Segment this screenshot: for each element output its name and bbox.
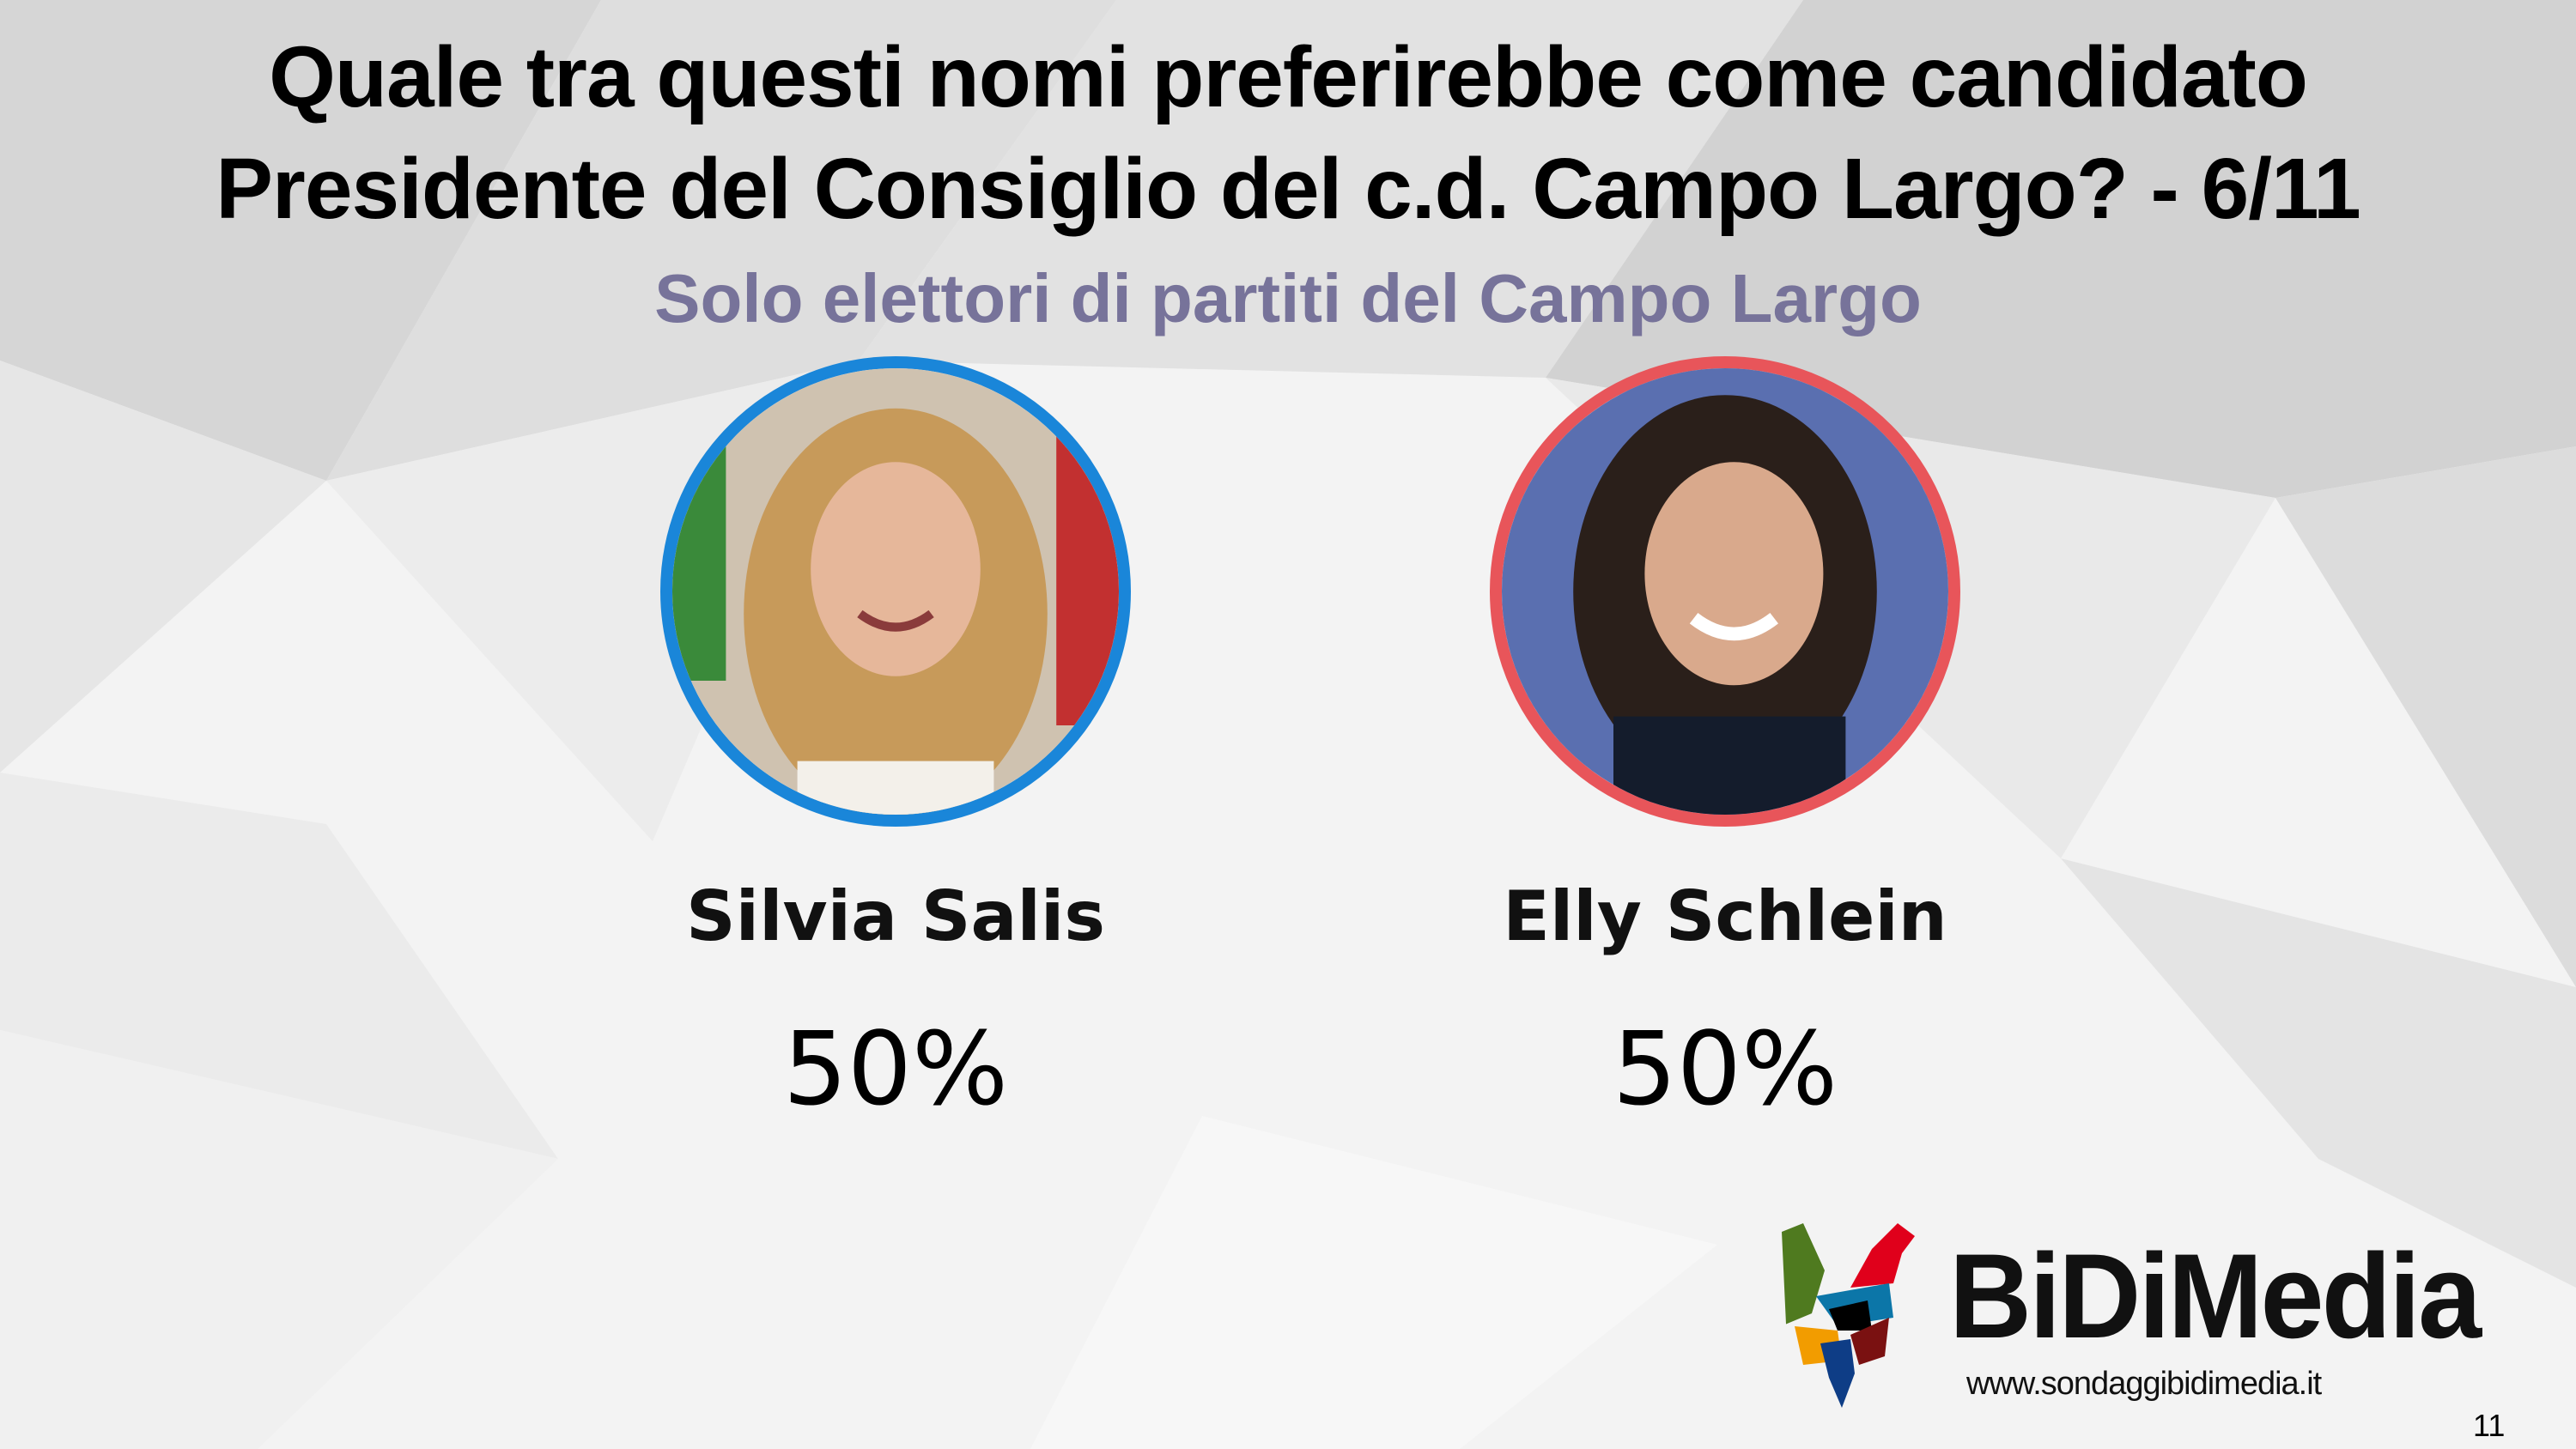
- candidate-photo-salis: [660, 356, 1131, 827]
- candidate-name-schlein: Elly Schlein: [1503, 876, 1947, 956]
- title-line-1: Quale tra questi nomi preferirebbe come …: [269, 29, 2308, 125]
- question-title: Quale tra questi nomi preferirebbe come …: [0, 21, 2576, 245]
- candidate-name-salis: Silvia Salis: [686, 876, 1105, 956]
- candidate-percent-schlein: 50%: [1612, 1009, 1838, 1128]
- rooster-logo-icon: [1782, 1223, 1915, 1408]
- brand-name: BiDiMedia: [1949, 1228, 2482, 1363]
- candidate-photo-schlein: [1490, 356, 1960, 827]
- page-number: 11: [2473, 1408, 2506, 1443]
- title-line-2: Presidente del Consiglio del c.d. Campo …: [216, 141, 2361, 237]
- candidate-percent-salis: 50%: [782, 1009, 1009, 1128]
- brand-url: www.sondaggibidimedia.it: [1966, 1366, 2322, 1402]
- subtitle: Solo elettori di partiti del Campo Largo: [654, 260, 1922, 336]
